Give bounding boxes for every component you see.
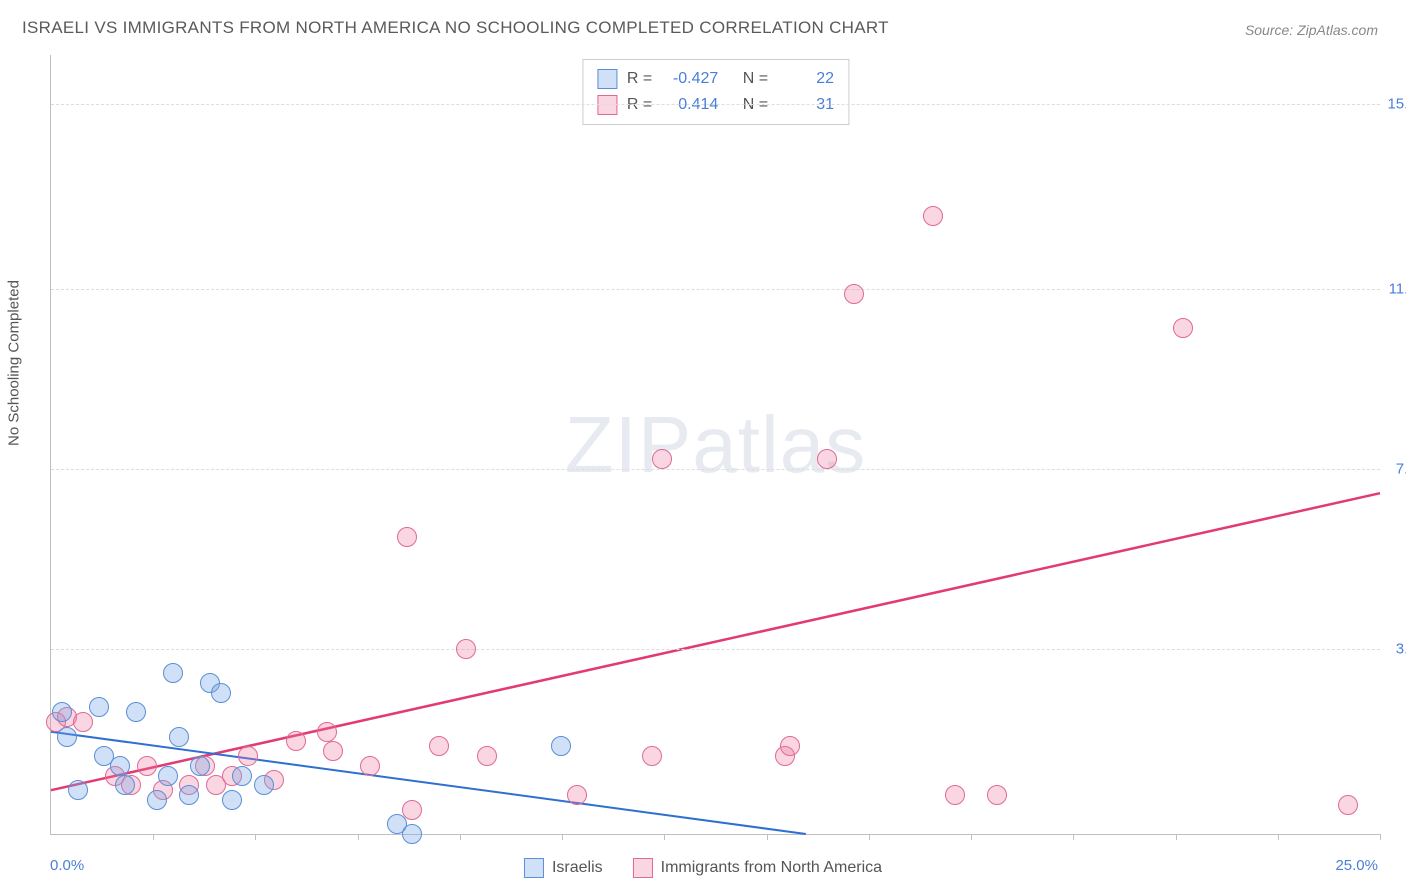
point-series-a [211,683,231,703]
gridline [51,649,1380,650]
point-series-b [137,756,157,776]
stats-n-b: 31 [778,92,834,118]
point-series-b [323,741,343,761]
point-series-a [551,736,571,756]
point-series-b [923,206,943,226]
gridline [51,469,1380,470]
x-tick [971,834,972,840]
point-series-b [642,746,662,766]
point-series-b [567,785,587,805]
x-tick [1278,834,1279,840]
x-tick [1380,834,1381,840]
y-tick-label: 11.2% [1385,280,1406,297]
point-series-b [286,731,306,751]
point-series-b [397,527,417,547]
source-attribution: Source: ZipAtlas.com [1245,22,1378,38]
point-series-a [147,790,167,810]
y-tick-label: 7.5% [1385,460,1406,477]
stats-n-a: 22 [778,66,834,92]
trend-lines-svg [51,55,1380,834]
y-tick-label: 15.0% [1385,95,1406,112]
point-series-b [456,639,476,659]
y-tick-label: 3.8% [1385,640,1406,657]
x-tick [153,834,154,840]
legend-item-b: Immigrants from North America [633,858,882,878]
point-series-b [652,449,672,469]
point-series-a [179,785,199,805]
x-tick [664,834,665,840]
point-series-a [232,766,252,786]
x-axis-max-label: 25.0% [1335,857,1378,874]
x-tick [767,834,768,840]
point-series-b [360,756,380,776]
gridline [51,104,1380,105]
swatch-series-a [597,69,617,89]
stats-row-a: R = -0.427 N = 22 [597,66,834,92]
point-series-a [169,727,189,747]
x-tick [255,834,256,840]
point-series-b [73,712,93,732]
point-series-a [52,702,72,722]
plot-area: ZIPatlas R = -0.427 N = 22 R = 0.414 N =… [50,55,1380,835]
point-series-a [115,775,135,795]
chart-title: ISRAELI VS IMMIGRANTS FROM NORTH AMERICA… [22,18,889,38]
point-series-b [477,746,497,766]
x-tick [460,834,461,840]
stats-row-b: R = 0.414 N = 31 [597,92,834,118]
point-series-b [817,449,837,469]
stats-n-label2: N = [743,92,768,118]
stats-r-label2: R = [627,92,652,118]
stats-r-a: -0.427 [662,66,718,92]
point-series-a [89,697,109,717]
point-series-b [844,284,864,304]
legend-swatch-a [524,858,544,878]
point-series-a [158,766,178,786]
point-series-a [68,780,88,800]
point-series-b [987,785,1007,805]
point-series-b [429,736,449,756]
point-series-b [780,736,800,756]
legend-item-a: Israelis [524,858,603,878]
point-series-b [317,722,337,742]
point-series-a [402,824,422,844]
x-tick [1176,834,1177,840]
stats-n-label: N = [743,66,768,92]
x-tick [358,834,359,840]
point-series-b [1173,318,1193,338]
point-series-b [1338,795,1358,815]
point-series-a [254,775,274,795]
gridline [51,289,1380,290]
point-series-b [238,746,258,766]
point-series-b [402,800,422,820]
legend-label-a: Israelis [552,859,603,877]
point-series-a [57,727,77,747]
bottom-legend: Israelis Immigrants from North America [524,858,882,878]
x-tick [562,834,563,840]
point-series-a [222,790,242,810]
point-series-a [163,663,183,683]
y-axis-title: No Schooling Completed [6,280,23,446]
x-tick [869,834,870,840]
swatch-series-b [597,95,617,115]
point-series-b [945,785,965,805]
legend-label-b: Immigrants from North America [661,859,882,877]
stats-r-b: 0.414 [662,92,718,118]
stats-box: R = -0.427 N = 22 R = 0.414 N = 31 [582,59,849,125]
x-tick [1073,834,1074,840]
stats-r-label: R = [627,66,652,92]
point-series-a [110,756,130,776]
point-series-a [190,756,210,776]
point-series-a [126,702,146,722]
legend-swatch-b [633,858,653,878]
x-axis-origin-label: 0.0% [50,857,84,874]
